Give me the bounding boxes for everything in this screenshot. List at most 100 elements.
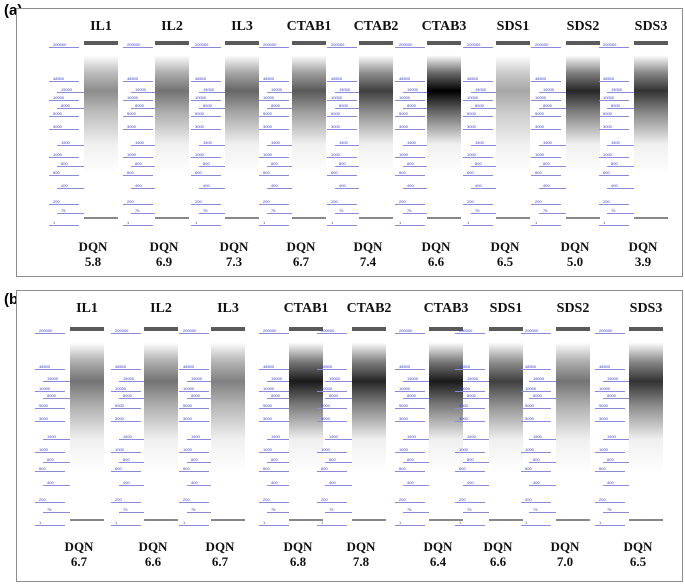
- size-ladder: 200000 48500 15000 10000 8000 5000 3000 1500 100…: [179, 328, 217, 526]
- dqn-score: DQN 6.9: [150, 239, 179, 269]
- gel-lane: [489, 327, 523, 521]
- size-ladder: 200000 48500 15000 10000 8000 5000 3000 1500 100…: [395, 42, 433, 226]
- ladder-tick: [463, 100, 493, 101]
- ladder-size-label: 1000: [459, 447, 468, 452]
- ladder-size-label: 200000: [603, 42, 617, 47]
- ladder-tick: [119, 381, 149, 382]
- ladder-tick: [259, 81, 289, 82]
- ladder-size-label: 8000: [467, 393, 476, 398]
- gel-lane: [496, 41, 530, 219]
- dqn-label: DQN: [483, 539, 513, 554]
- ladder-tick: [529, 512, 559, 513]
- gel-lane: [429, 327, 463, 521]
- ladder-tick: [191, 129, 221, 130]
- ladder-tick: [531, 175, 561, 176]
- ladder-size-label: 75: [339, 208, 344, 213]
- ladder-size-label: 800: [475, 161, 482, 166]
- lane-title: SDS1: [489, 301, 523, 316]
- ladder-size-label: 75: [203, 208, 208, 213]
- ladder-tick: [49, 116, 79, 117]
- ladder-size-label: 48500: [53, 76, 65, 81]
- dqn-value: 7.4: [359, 254, 377, 269]
- ladder-size-label: 1500: [135, 140, 144, 145]
- dqn-label: DQN: [550, 539, 580, 554]
- ladder-tick: [325, 485, 355, 486]
- ladder-size-label: 1: [263, 520, 266, 525]
- ladder-size-label: 5000: [399, 111, 408, 116]
- dqn-label: DQN: [421, 239, 451, 254]
- dqn-label: DQN: [560, 239, 590, 254]
- ladder-tick: [395, 225, 425, 226]
- ladder-size-label: 10000: [263, 386, 275, 391]
- ladder-size-label: 1000: [525, 447, 534, 452]
- ladder-size-label: 5000: [399, 403, 408, 408]
- ladder-tick: [403, 485, 433, 486]
- ladder-size-label: 15000: [271, 376, 283, 381]
- ladder-tick: [317, 502, 347, 503]
- lane-title: CTAB1: [283, 301, 329, 316]
- lower-marker-band: [634, 217, 668, 219]
- ladder-size-label: 8000: [61, 103, 70, 108]
- ladder-tick: [595, 452, 625, 453]
- ladder-tick: [325, 381, 355, 382]
- ladder-size-label: 1000: [399, 152, 408, 157]
- ladder-size-label: 600: [599, 466, 606, 471]
- ladder-size-label: 600: [467, 170, 474, 175]
- lower-marker-band: [225, 217, 259, 219]
- ladder-tick: [123, 175, 153, 176]
- ladder-size-label: 75: [407, 507, 412, 512]
- gel-lane: [155, 41, 189, 219]
- ladder-tick: [123, 116, 153, 117]
- upper-marker-band: [289, 327, 323, 331]
- ladder-tick: [49, 129, 79, 130]
- ladder-tick: [111, 471, 141, 472]
- ladder-size-label: 200000: [183, 328, 197, 333]
- ladder-size-label: 1: [603, 220, 606, 225]
- ladder-tick: [595, 502, 625, 503]
- ladder-tick: [521, 391, 551, 392]
- ladder-tick: [521, 369, 551, 370]
- dqn-score: DQN 7.8: [347, 539, 376, 569]
- ladder-size-label: 400: [533, 480, 540, 485]
- ladder-size-label: 200: [263, 497, 270, 502]
- ladder-tick: [325, 398, 355, 399]
- ladder-size-label: 200: [183, 497, 190, 502]
- ladder-tick: [267, 398, 297, 399]
- ladder-tick: [123, 47, 153, 48]
- ladder-tick: [123, 225, 153, 226]
- ladder-tick: [599, 116, 629, 117]
- ladder-size-label: 15000: [61, 87, 73, 92]
- ladder-tick: [325, 462, 355, 463]
- ladder-size-label: 3000: [127, 124, 136, 129]
- ladder-size-label: 8000: [271, 103, 280, 108]
- lower-marker-band: [352, 519, 386, 521]
- ladder-tick: [327, 225, 357, 226]
- size-ladder: 200000 48500 15000 10000 8000 5000 3000 1500 100…: [595, 328, 633, 526]
- ladder-size-label: 400: [271, 183, 278, 188]
- ladder-tick: [335, 92, 365, 93]
- ladder-tick: [529, 439, 559, 440]
- ladder-tick: [463, 485, 493, 486]
- ladder-tick: [111, 369, 141, 370]
- ladder-size-label: 48500: [127, 76, 139, 81]
- ladder-tick: [35, 369, 65, 370]
- ladder-size-label: 48500: [321, 364, 333, 369]
- ladder-tick: [187, 512, 217, 513]
- ladder-size-label: 400: [191, 480, 198, 485]
- ladder-size-label: 1000: [535, 152, 544, 157]
- ladder-size-label: 75: [407, 208, 412, 213]
- ladder-size-label: 75: [543, 208, 548, 213]
- ladder-tick: [463, 225, 493, 226]
- ladder-tick: [521, 421, 551, 422]
- ladder-tick: [531, 225, 561, 226]
- ladder-tick: [259, 421, 289, 422]
- ladder-tick: [111, 408, 141, 409]
- ladder-tick: [267, 188, 297, 189]
- upper-marker-band: [225, 41, 259, 45]
- ladder-tick: [599, 175, 629, 176]
- ladder-size-label: 8000: [607, 393, 616, 398]
- ladder-tick: [187, 462, 217, 463]
- dqn-label: DQN: [628, 239, 658, 254]
- ladder-tick: [463, 116, 493, 117]
- lower-marker-band: [427, 217, 461, 219]
